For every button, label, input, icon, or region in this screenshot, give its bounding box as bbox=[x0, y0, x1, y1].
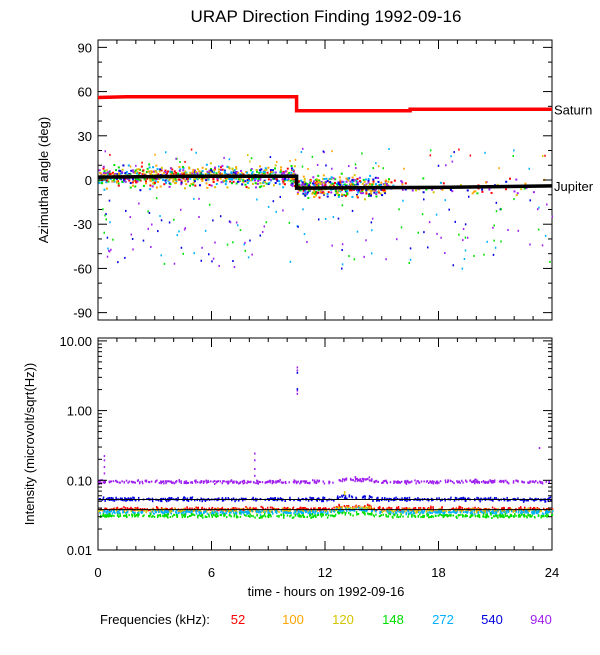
frequency-legend-item: 540 bbox=[481, 612, 503, 627]
x-tick-labels: 0 6 12 18 24 bbox=[94, 565, 559, 580]
azimuth-y-tick-label: -90 bbox=[73, 306, 92, 321]
frequency-legend-item: 940 bbox=[530, 612, 552, 627]
azimuth-y-tick-label: 60 bbox=[78, 85, 92, 100]
intensity-y-tick-label: 10.00 bbox=[59, 334, 92, 349]
x-tick-label: 0 bbox=[94, 565, 101, 580]
jupiter-line-label: Jupiter bbox=[554, 179, 594, 194]
frequency-legend-item: 100 bbox=[282, 612, 304, 627]
intensity-y-tick-label: 0.01 bbox=[67, 543, 92, 558]
frequency-legend-item: 148 bbox=[382, 612, 404, 627]
azimuth-y-tick-label: -30 bbox=[73, 217, 92, 232]
intensity-panel: 10.00 1.00 0.10 0.01 Intensity (microvolt/s… bbox=[22, 334, 554, 558]
saturn-line-label: Saturn bbox=[554, 102, 592, 117]
azimuth-y-tick-label: -60 bbox=[73, 261, 92, 276]
intensity-y-tick-label: 1.00 bbox=[67, 404, 92, 419]
x-tick-label: 6 bbox=[208, 565, 215, 580]
frequency-legend-item: 272 bbox=[432, 612, 454, 627]
x-axis-label: time - hours on 1992-09-16 bbox=[248, 584, 405, 599]
azimuth-y-tick-label: 90 bbox=[78, 40, 92, 55]
azimuth-y-tick-label: 0 bbox=[85, 173, 92, 188]
azimuth-axes: 90 60 30 0 -30 -60 -90 bbox=[73, 40, 553, 321]
intensity-plot-frame bbox=[97, 337, 553, 551]
frequency-legend-item: 120 bbox=[332, 612, 354, 627]
azimuth-data-points bbox=[98, 147, 554, 270]
intensity-y-tick-label: 0.10 bbox=[67, 473, 92, 488]
intensity-y-axis-label: Intensity (microvolt/sqrt(Hz)) bbox=[22, 363, 37, 526]
x-tick-label: 18 bbox=[431, 565, 445, 580]
x-tick-label: 24 bbox=[545, 565, 559, 580]
azimuth-y-axis-label: Azimuthal angle (deg) bbox=[36, 117, 51, 243]
chart-title: URAP Direction Finding 1992-09-16 bbox=[191, 7, 462, 26]
intensity-axes: 10.00 1.00 0.10 0.01 bbox=[59, 334, 553, 558]
azimuth-reference-lines: Saturn Jupiter bbox=[97, 94, 594, 194]
intensity-reference-lines bbox=[98, 499, 552, 511]
azimuth-panel: Saturn Jupiter 90 60 30 0 -30 -60 -90 Azimuthal… bbox=[36, 39, 594, 321]
frequency-legend: Frequencies (kHz): 52 100 120 148 272 540 940 bbox=[100, 612, 552, 627]
jupiter-reference-line bbox=[97, 174, 553, 190]
azimuth-y-tick-label: 30 bbox=[78, 129, 92, 144]
frequency-legend-label: Frequencies (kHz): bbox=[100, 612, 210, 627]
x-tick-label: 12 bbox=[318, 565, 332, 580]
intensity-data-points bbox=[98, 366, 554, 520]
frequency-legend-item: 52 bbox=[231, 612, 245, 627]
saturn-reference-line bbox=[97, 94, 552, 113]
